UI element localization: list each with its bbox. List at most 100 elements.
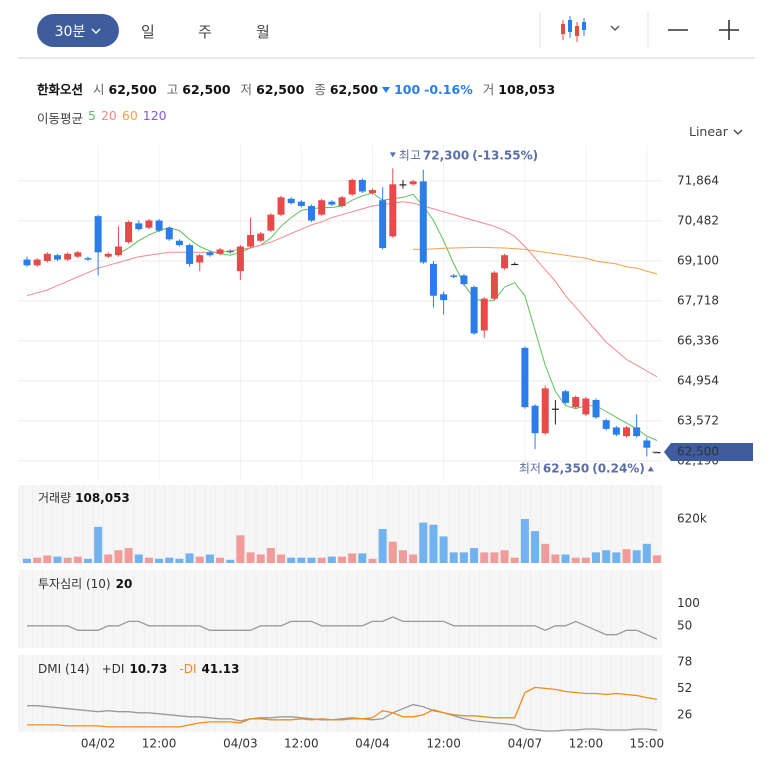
volume-bar — [642, 543, 651, 563]
interval-tab[interactable]: 월 — [256, 23, 270, 41]
field-value: 62,500 — [182, 82, 231, 97]
volume-bar — [459, 552, 468, 563]
panel-title: 투자심리 (10) 20 — [38, 577, 132, 591]
candle-body — [94, 216, 102, 253]
volume-bar — [236, 535, 245, 563]
candle-body — [216, 249, 224, 254]
candle-body — [257, 233, 265, 241]
high-marker: 최고 72,300 (-13.55%) — [399, 148, 538, 162]
volume-bar — [368, 558, 377, 563]
candle-body — [399, 184, 407, 186]
volume-bar — [510, 557, 519, 563]
volume-bar — [185, 553, 194, 563]
volume-bar — [165, 557, 174, 563]
low-marker: 최저 62,350 (0.24%) — [519, 461, 645, 475]
volume-bar — [632, 550, 641, 563]
field-label: 고 — [166, 82, 179, 97]
volume-bar — [602, 550, 611, 563]
volume-bar — [429, 524, 438, 563]
y-tick-label: 66,336 — [677, 334, 719, 348]
x-tick-label: 15:00 — [630, 737, 665, 751]
field-label: 시 — [93, 82, 105, 97]
scale-dropdown[interactable]: Linear — [689, 124, 743, 139]
candle-body — [612, 427, 620, 435]
volume-bar — [33, 557, 42, 563]
legend-entry: 120 — [142, 108, 167, 123]
volume-bar — [419, 522, 428, 563]
volume-bar — [155, 558, 164, 563]
high-marker-arrow — [389, 152, 396, 158]
y-tick-label: 26 — [677, 707, 692, 721]
volume-bar — [216, 557, 225, 563]
volume-bar — [287, 557, 296, 563]
volume-bar — [277, 554, 286, 563]
indicator-line — [27, 703, 658, 732]
candle-body — [43, 253, 51, 262]
volume-bar — [622, 549, 631, 563]
volume-bar — [256, 554, 265, 563]
volume-bar — [144, 557, 153, 563]
zoom-in-button[interactable] — [719, 20, 739, 40]
candle-body — [267, 214, 275, 231]
down-arrow — [382, 87, 391, 93]
candle-body — [419, 181, 427, 263]
candle-body — [470, 287, 478, 334]
volume-bar — [581, 557, 590, 563]
chart-type-button[interactable] — [561, 16, 586, 42]
interval-tab[interactable]: 일 — [141, 23, 155, 41]
x-tick-label: 12:00 — [569, 737, 604, 751]
candle-body — [125, 221, 133, 243]
x-tick-label: 04/04 — [355, 737, 390, 751]
y-tick-label: 71,864 — [677, 174, 719, 188]
volume-bar — [43, 555, 52, 563]
volume-bar — [653, 555, 661, 563]
candle-body — [541, 388, 549, 434]
chart-type-dropdown[interactable] — [610, 25, 620, 31]
marker-value: 62,350 — [543, 461, 589, 475]
panel-title-text: 거래량 — [38, 491, 71, 505]
candle-body — [429, 263, 437, 296]
interval-tab[interactable]: 주 — [198, 23, 212, 41]
candle-body — [165, 227, 173, 240]
y-tick-label: 78 — [677, 655, 692, 669]
volume-bar — [561, 554, 570, 563]
volume-bar — [378, 528, 387, 563]
y-tick-label: 100 — [677, 596, 700, 610]
ma-legend: 이동평균 5 20 60 120 — [37, 108, 167, 127]
dropdown-icon — [91, 28, 101, 34]
candle-body — [531, 405, 539, 434]
x-tick-label: 12:00 — [284, 737, 319, 751]
candle-body — [104, 253, 112, 257]
field-value: 62,500 — [329, 82, 379, 97]
volume-bar — [317, 557, 326, 563]
candle-body — [338, 197, 346, 207]
field-label: 종 — [314, 82, 326, 97]
ma-line — [118, 192, 658, 441]
volume-bar — [307, 557, 316, 563]
candle-body — [236, 246, 244, 272]
candle-body — [247, 234, 255, 247]
candle-body — [521, 347, 529, 408]
candle-body — [84, 258, 92, 260]
candle-body — [551, 408, 559, 410]
volume-bar — [205, 554, 214, 563]
interval-tab-selected[interactable]: 30분 — [37, 14, 119, 47]
panel-background — [18, 570, 662, 648]
volume-bar — [297, 557, 306, 563]
volume-bar — [551, 554, 560, 563]
marker-label: 최고 — [399, 148, 421, 162]
candle-body — [196, 255, 204, 263]
volume-bar — [73, 556, 82, 563]
volume-bar — [124, 548, 133, 563]
dropdown-icon — [733, 129, 743, 135]
candle-body — [460, 275, 468, 285]
volume-bar — [612, 552, 621, 563]
candle-body — [287, 198, 295, 204]
y-tick-label: 70,482 — [677, 214, 719, 228]
candle-body — [582, 398, 590, 415]
x-tick-label: 04/07 — [508, 737, 543, 751]
volume-bar — [571, 557, 580, 563]
candle-body — [114, 246, 122, 256]
